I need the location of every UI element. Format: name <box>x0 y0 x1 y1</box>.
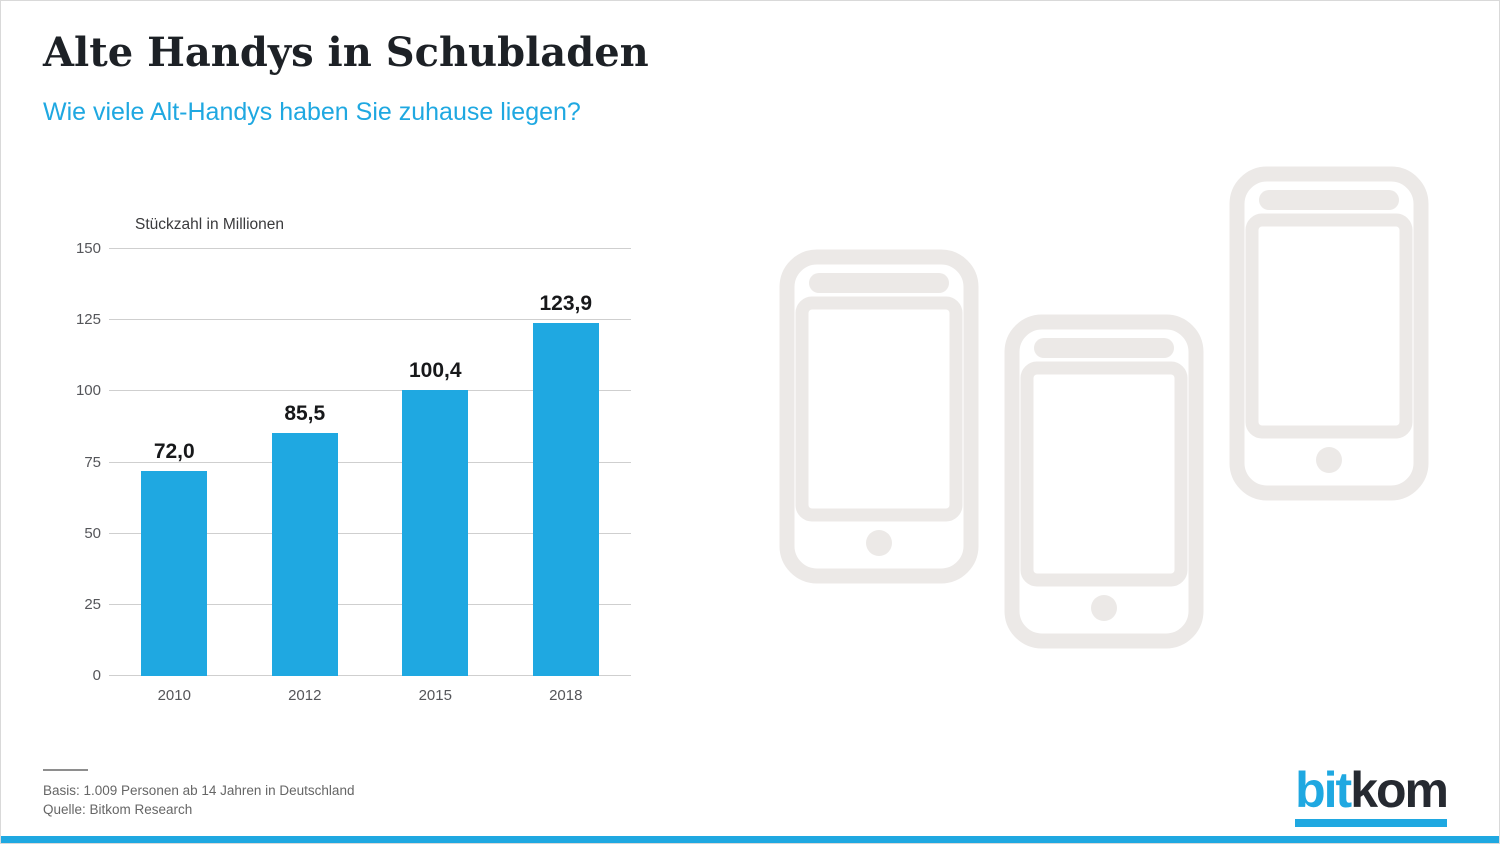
bar <box>271 432 338 676</box>
x-tick-label: 2010 <box>157 687 191 704</box>
bottom-accent-bar <box>1 836 1499 843</box>
gridline <box>109 248 631 249</box>
footer: Basis: 1.009 Personen ab 14 Jahren in De… <box>43 782 354 819</box>
y-axis: 0 25 50 75 100 125 150 <box>1 240 101 684</box>
bar-group: 100,4 <box>370 249 501 676</box>
bar-value-label: 123,9 <box>539 292 593 316</box>
x-tick-label: 2018 <box>549 687 583 704</box>
footer-basis: Basis: 1.009 Personen ab 14 Jahren in De… <box>43 783 355 798</box>
y-tick-label: 150 <box>75 240 101 257</box>
bar-value-label: 72,0 <box>153 440 195 464</box>
bar <box>532 323 599 676</box>
x-axis: 2010 2012 2015 2018 <box>109 687 631 704</box>
gridline <box>109 461 631 463</box>
chart-title: Stückzahl in Millionen <box>135 216 285 233</box>
gridline <box>109 532 631 534</box>
gridline <box>109 390 631 392</box>
gridline <box>109 603 631 605</box>
y-tick-label: 50 <box>84 524 101 542</box>
x-tick-label: 2012 <box>288 687 322 704</box>
y-tick-label: 75 <box>84 453 101 471</box>
page-title: Alte Handys in Schubladen <box>43 29 649 76</box>
plot-area: 72,0 85,5 100,4 123,9 <box>109 248 631 676</box>
bars: 72,0 85,5 100,4 123,9 <box>109 249 631 676</box>
gridline <box>109 675 631 676</box>
y-tick-label: 100 <box>75 382 101 400</box>
bar <box>141 471 208 676</box>
phones-illustration <box>779 166 1429 649</box>
bar-group: 123,9 <box>501 249 632 676</box>
phone-icon-right <box>1229 166 1429 501</box>
bar-group: 85,5 <box>240 249 371 676</box>
phone-icon-middle <box>1004 314 1204 649</box>
y-tick-label: 25 <box>84 595 101 613</box>
footer-source: Quelle: Bitkom Research <box>43 801 193 817</box>
y-tick-label: 125 <box>75 311 101 329</box>
footer-divider <box>43 769 88 771</box>
bar <box>402 390 469 676</box>
gridline <box>109 319 631 321</box>
x-tick-label: 2015 <box>418 687 452 704</box>
logo-text-blue: bit <box>1295 762 1352 818</box>
bar-group: 72,0 <box>109 249 240 676</box>
phone-icon-left <box>779 249 979 584</box>
bar-value-label: 85,5 <box>284 401 326 425</box>
bitkom-logo: bitkom <box>1295 762 1449 827</box>
page-subtitle: Wie viele Alt-Handys haben Sie zuhause l… <box>43 98 581 126</box>
logo-text-dark: kom <box>1350 762 1449 818</box>
y-tick-label: 0 <box>92 667 101 684</box>
bar-value-label: 100,4 <box>408 359 462 383</box>
